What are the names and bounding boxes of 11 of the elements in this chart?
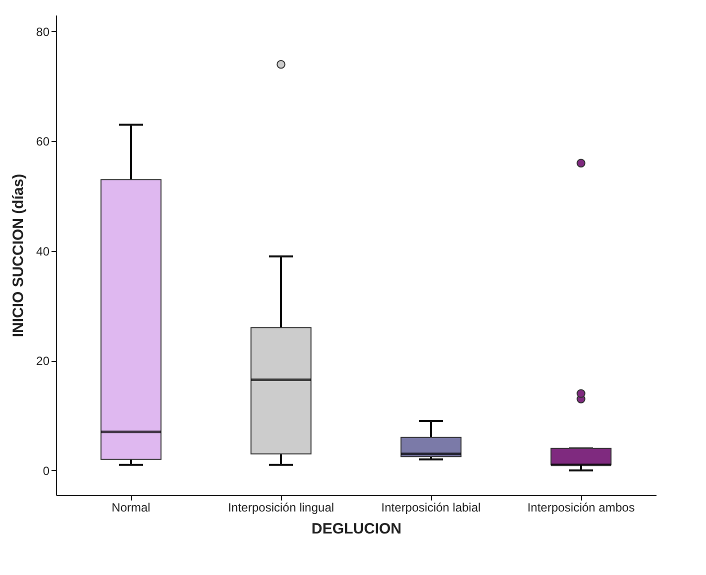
y-tick-label: 20: [36, 354, 50, 368]
y-tick-label: 80: [36, 24, 50, 39]
x-tick-label: Interposición labial: [381, 500, 481, 514]
x-tick-label: Interposición ambos: [527, 500, 635, 514]
x-tick-label: Interposición lingual: [228, 500, 334, 514]
y-tick-label: 60: [36, 134, 50, 149]
x-axis-title: DEGLUCION: [312, 520, 402, 538]
y-axis-title: INICIO SUCCION (días): [10, 174, 28, 338]
y-tick-label: 0: [42, 464, 50, 478]
y-tick-label: 40: [36, 244, 50, 258]
x-tick-label: Normal: [112, 500, 150, 514]
